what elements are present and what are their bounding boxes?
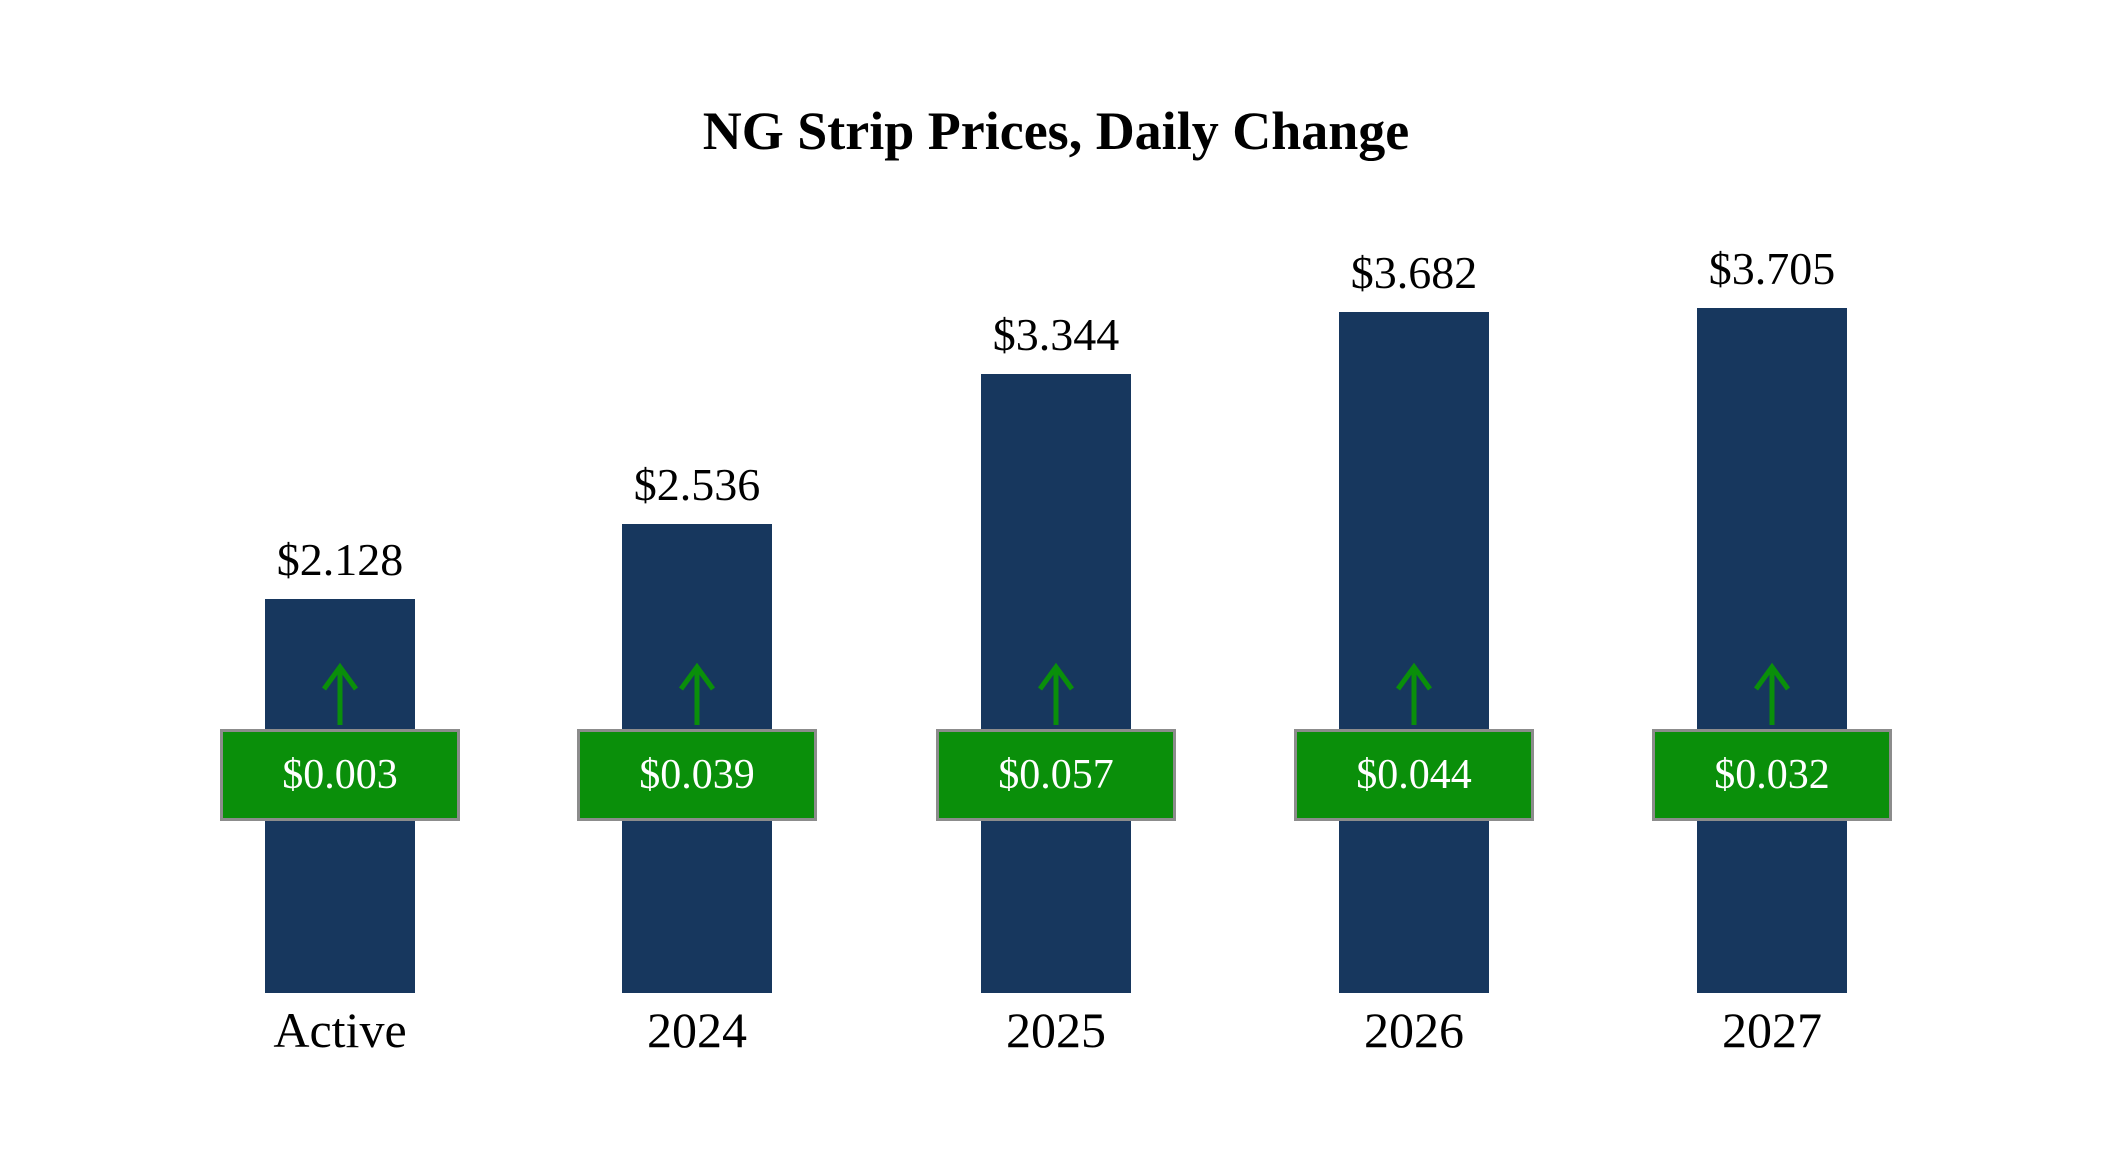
chart-title: NG Strip Prices, Daily Change (702, 101, 1410, 161)
up-arrow-icon (317, 661, 363, 727)
category-label: 2026 (1364, 1002, 1464, 1058)
category-label: 2027 (1722, 1002, 1822, 1058)
bar-value-label: $3.344 (992, 309, 1120, 360)
category-label: Active (273, 1002, 407, 1058)
up-arrow-icon (1391, 661, 1437, 727)
bar (1339, 312, 1489, 993)
bar-value-label: $2.128 (276, 534, 404, 585)
daily-change-badge: $0.044 (1294, 729, 1534, 821)
bar-value-label: $3.705 (1708, 243, 1836, 294)
category-label: 2025 (1006, 1002, 1106, 1058)
daily-change-badge: $0.003 (220, 729, 460, 821)
bar (1697, 308, 1847, 993)
daily-change-badge: $0.039 (577, 729, 817, 821)
up-arrow-icon (1749, 661, 1795, 727)
up-arrow-icon (674, 661, 720, 727)
category-label: 2024 (647, 1002, 747, 1058)
bar-value-label: $3.682 (1350, 247, 1478, 298)
bar-value-label: $2.536 (633, 459, 761, 510)
daily-change-badge: $0.032 (1652, 729, 1892, 821)
daily-change-badge: $0.057 (936, 729, 1176, 821)
up-arrow-icon (1033, 661, 1079, 727)
